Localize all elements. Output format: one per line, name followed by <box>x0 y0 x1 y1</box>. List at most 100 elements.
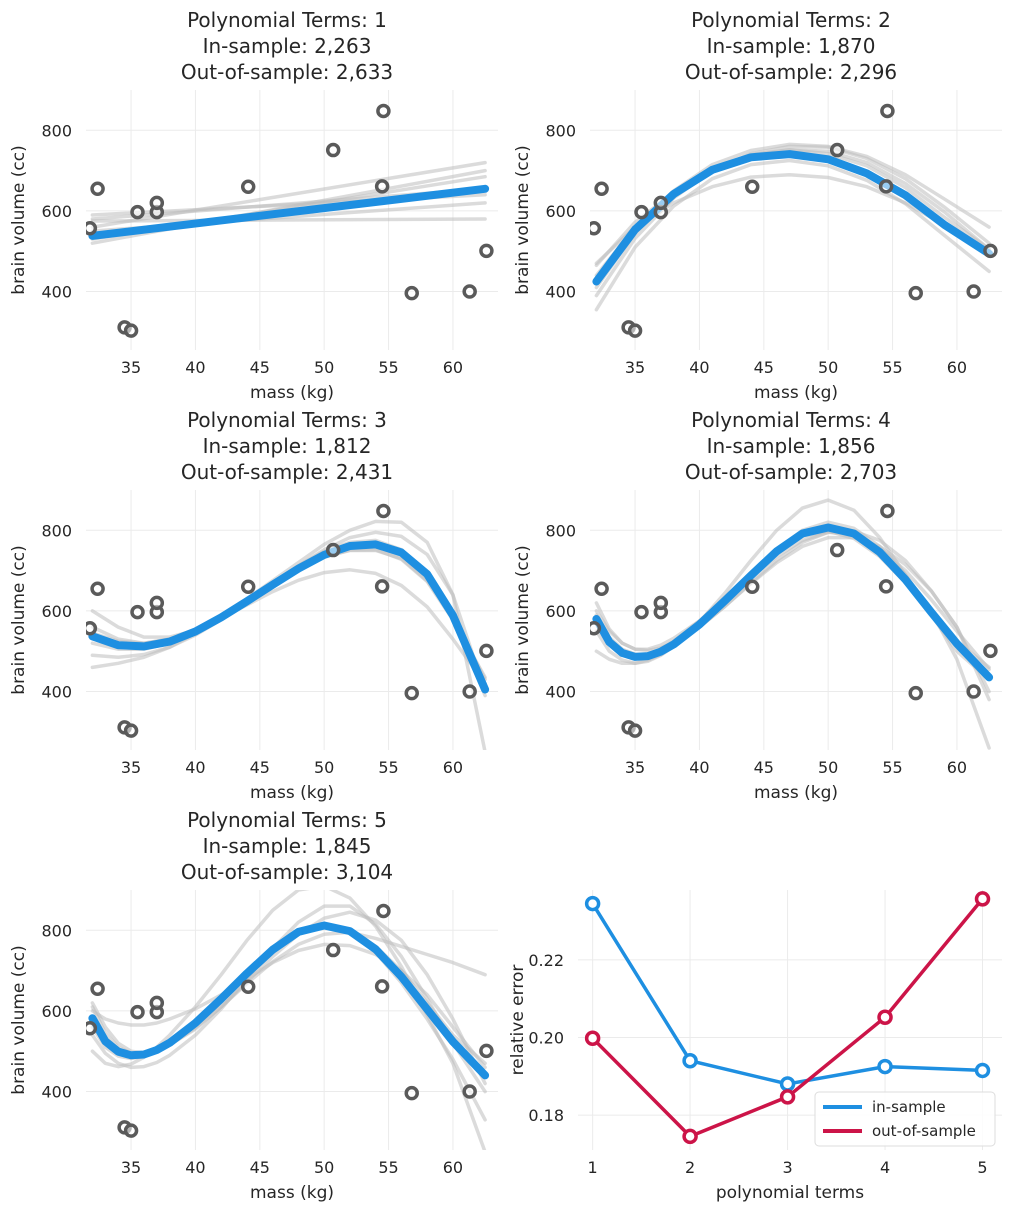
x-tick-label: 45 <box>250 1158 270 1177</box>
y-tick-label: 600 <box>41 602 72 621</box>
x-tick-label: 55 <box>378 358 398 377</box>
fit-curve <box>592 523 994 682</box>
data-point <box>983 243 998 259</box>
subplot-title-line: In-sample: 1,812 <box>203 434 372 458</box>
subplot-title-line: Out-of-sample: 2,296 <box>685 60 897 84</box>
data-point <box>590 221 602 236</box>
x-tick-label: 60 <box>443 758 463 777</box>
y-axis-label: brain volume (cc) <box>9 545 29 694</box>
plot-area <box>86 890 494 1150</box>
subplot-title-line: In-sample: 1,870 <box>707 34 876 58</box>
x-tick-label: 45 <box>754 758 774 777</box>
x-tick-label: 2 <box>685 1158 695 1177</box>
subplot-5: 35 40 45 50 55 60 400 600 800 mass (kg) brain volu… <box>9 808 498 1203</box>
data-point <box>404 1085 419 1101</box>
data-point <box>966 684 981 699</box>
subplot-3: 35 40 45 50 55 60 400 600 800 mass (kg) brain volu… <box>9 408 498 803</box>
x-axis-label: polynomial terms <box>716 1183 864 1203</box>
data-point <box>374 579 390 594</box>
x-tick-label: 40 <box>185 1158 205 1177</box>
y-tick-label: 0.18 <box>528 1106 564 1125</box>
legend: in-sample out-of-sample <box>814 1091 996 1147</box>
subplot-title-line: Out-of-sample: 2,703 <box>685 460 897 484</box>
plot-area <box>86 503 494 750</box>
data-point <box>325 542 341 558</box>
data-point <box>123 323 139 338</box>
data-point <box>240 179 256 194</box>
series-marker-out-of-sample <box>584 1030 601 1046</box>
data-point <box>744 179 760 194</box>
fit-curve <box>88 184 490 240</box>
data-point <box>462 1084 477 1099</box>
data-point <box>149 995 165 1011</box>
x-axis-label: mass (kg) <box>754 783 838 803</box>
x-tick-label: 60 <box>443 358 463 377</box>
data-point <box>880 503 895 519</box>
data-point <box>374 179 390 194</box>
series-marker-in-sample <box>877 1058 893 1075</box>
data-point <box>479 643 494 659</box>
y-tick-label: 400 <box>41 683 72 702</box>
y-tick-label: 400 <box>41 1083 72 1102</box>
series-marker-out-of-sample <box>779 1089 796 1105</box>
data-point <box>634 204 649 220</box>
plot-area <box>584 891 991 1145</box>
x-tick-label: 60 <box>947 358 967 377</box>
data-point <box>404 285 419 301</box>
x-tick-label: 40 <box>689 358 709 377</box>
data-point <box>149 195 165 211</box>
data-point <box>123 1123 139 1138</box>
data-point <box>653 195 669 211</box>
x-axis-label: mass (kg) <box>250 383 334 403</box>
y-axis-label: brain volume (cc) <box>9 945 29 1094</box>
data-point <box>374 979 390 994</box>
x-tick-label: 35 <box>121 1158 141 1177</box>
y-tick-label: 600 <box>41 1002 72 1021</box>
data-point <box>149 595 165 611</box>
x-axis-label: mass (kg) <box>754 383 838 403</box>
data-point <box>462 284 477 299</box>
x-axis-label: mass (kg) <box>250 783 334 803</box>
data-point <box>86 221 98 236</box>
x-tick-label: 35 <box>121 758 141 777</box>
resample-curve <box>90 568 487 686</box>
series-marker-in-sample <box>584 895 601 912</box>
series-marker-out-of-sample <box>682 1128 698 1145</box>
x-tick-label: 40 <box>185 358 205 377</box>
y-tick-label: 600 <box>545 202 576 221</box>
data-point <box>594 581 609 597</box>
x-tick-label: 35 <box>625 358 645 377</box>
data-point <box>479 1043 494 1059</box>
subplot-6: 1 2 3 4 5 0.18 0.20 0.22 polynomial terms relativ… <box>508 890 1002 1203</box>
y-tick-label: 600 <box>41 202 72 221</box>
y-tick-label: 400 <box>545 683 576 702</box>
subplot-4: 35 40 45 50 55 60 400 600 800 mass (kg) brain volu… <box>513 408 1002 803</box>
x-tick-label: 45 <box>250 758 270 777</box>
fit-curve <box>88 540 490 694</box>
x-tick-label: 55 <box>378 1158 398 1177</box>
resample-curve <box>594 520 991 750</box>
subplot-title-line: Out-of-sample: 2,431 <box>181 460 393 484</box>
data-point <box>240 979 256 994</box>
resample-curve <box>594 158 991 312</box>
data-point <box>90 981 105 997</box>
x-axis-label: mass (kg) <box>250 1183 334 1203</box>
data-point <box>983 643 998 659</box>
data-point <box>634 604 649 620</box>
series-marker-in-sample <box>779 1076 796 1092</box>
data-point <box>878 579 894 594</box>
data-point <box>376 103 391 119</box>
x-tick-label: 50 <box>314 758 334 777</box>
plot-area <box>590 103 998 338</box>
subplot-1: 35 40 45 50 55 60 400 600 800 mass (kg) brain volu… <box>9 8 498 403</box>
data-point <box>240 579 256 594</box>
data-point <box>86 621 98 636</box>
data-point <box>130 204 145 220</box>
x-tick-label: 50 <box>818 358 838 377</box>
subplot-title-line: Out-of-sample: 3,104 <box>181 860 393 884</box>
y-tick-label: 800 <box>41 121 72 140</box>
data-point <box>744 579 760 594</box>
x-tick-label: 1 <box>588 1158 598 1177</box>
subplot-title-line: Polynomial Terms: 2 <box>691 8 891 32</box>
